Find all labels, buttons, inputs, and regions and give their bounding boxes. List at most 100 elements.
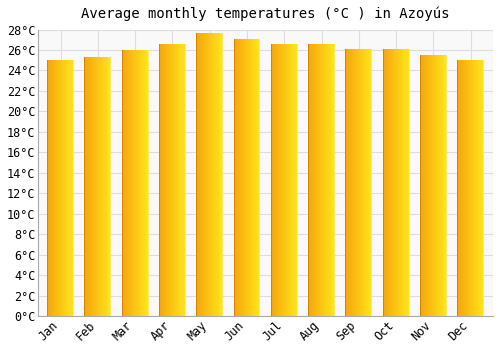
- Bar: [356, 49, 357, 316]
- Bar: [478, 60, 479, 316]
- Bar: [359, 49, 360, 316]
- Bar: [51, 60, 52, 316]
- Bar: [428, 55, 430, 316]
- Bar: [321, 44, 322, 316]
- Bar: [245, 39, 246, 316]
- Bar: [399, 49, 400, 316]
- Bar: [392, 49, 393, 316]
- Bar: [247, 39, 248, 316]
- Bar: [166, 44, 167, 316]
- Bar: [204, 33, 205, 316]
- Bar: [361, 49, 362, 316]
- Bar: [430, 55, 432, 316]
- Bar: [286, 44, 287, 316]
- Bar: [254, 39, 255, 316]
- Bar: [287, 44, 288, 316]
- Bar: [161, 44, 162, 316]
- Bar: [110, 57, 112, 316]
- Bar: [108, 57, 110, 316]
- Bar: [62, 60, 64, 316]
- Bar: [390, 49, 391, 316]
- Bar: [317, 44, 318, 316]
- Bar: [182, 44, 183, 316]
- Bar: [406, 49, 407, 316]
- Bar: [144, 50, 146, 316]
- Bar: [277, 44, 278, 316]
- Bar: [201, 33, 202, 316]
- Bar: [132, 50, 133, 316]
- Bar: [295, 44, 296, 316]
- Bar: [202, 33, 203, 316]
- Bar: [350, 49, 351, 316]
- Bar: [94, 57, 95, 316]
- Bar: [349, 49, 350, 316]
- Bar: [308, 44, 309, 316]
- Bar: [436, 55, 437, 316]
- Bar: [146, 50, 148, 316]
- Bar: [171, 44, 172, 316]
- Bar: [482, 60, 483, 316]
- Bar: [91, 57, 92, 316]
- Bar: [386, 49, 388, 316]
- Bar: [185, 44, 186, 316]
- Bar: [177, 44, 178, 316]
- Bar: [293, 44, 294, 316]
- Bar: [183, 44, 184, 316]
- Bar: [239, 39, 240, 316]
- Bar: [432, 55, 434, 316]
- Bar: [97, 57, 98, 316]
- Bar: [313, 44, 314, 316]
- Bar: [59, 60, 60, 316]
- Bar: [353, 49, 354, 316]
- Bar: [209, 33, 210, 316]
- Bar: [332, 44, 333, 316]
- Bar: [255, 39, 256, 316]
- Bar: [371, 49, 372, 316]
- Bar: [134, 50, 135, 316]
- Bar: [404, 49, 405, 316]
- Bar: [142, 50, 143, 316]
- Bar: [352, 49, 353, 316]
- Bar: [214, 33, 215, 316]
- Bar: [329, 44, 330, 316]
- Bar: [271, 44, 272, 316]
- Bar: [160, 44, 161, 316]
- Bar: [212, 33, 213, 316]
- Bar: [462, 60, 464, 316]
- Bar: [198, 33, 199, 316]
- Bar: [443, 55, 444, 316]
- Bar: [396, 49, 397, 316]
- Bar: [393, 49, 394, 316]
- Bar: [398, 49, 399, 316]
- Bar: [205, 33, 206, 316]
- Bar: [351, 49, 352, 316]
- Bar: [476, 60, 477, 316]
- Bar: [280, 44, 281, 316]
- Bar: [285, 44, 286, 316]
- Bar: [50, 60, 51, 316]
- Bar: [346, 49, 347, 316]
- Bar: [315, 44, 316, 316]
- Bar: [434, 55, 435, 316]
- Bar: [438, 55, 439, 316]
- Bar: [241, 39, 242, 316]
- Bar: [320, 44, 321, 316]
- Bar: [382, 49, 384, 316]
- Bar: [137, 50, 138, 316]
- Bar: [460, 60, 462, 316]
- Bar: [208, 33, 209, 316]
- Bar: [181, 44, 182, 316]
- Bar: [296, 44, 298, 316]
- Bar: [220, 33, 221, 316]
- Bar: [312, 44, 313, 316]
- Bar: [129, 50, 130, 316]
- Bar: [222, 33, 223, 316]
- Bar: [446, 55, 447, 316]
- Bar: [384, 49, 386, 316]
- Bar: [235, 39, 236, 316]
- Bar: [139, 50, 140, 316]
- Bar: [66, 60, 68, 316]
- Bar: [249, 39, 250, 316]
- Bar: [397, 49, 398, 316]
- Bar: [324, 44, 325, 316]
